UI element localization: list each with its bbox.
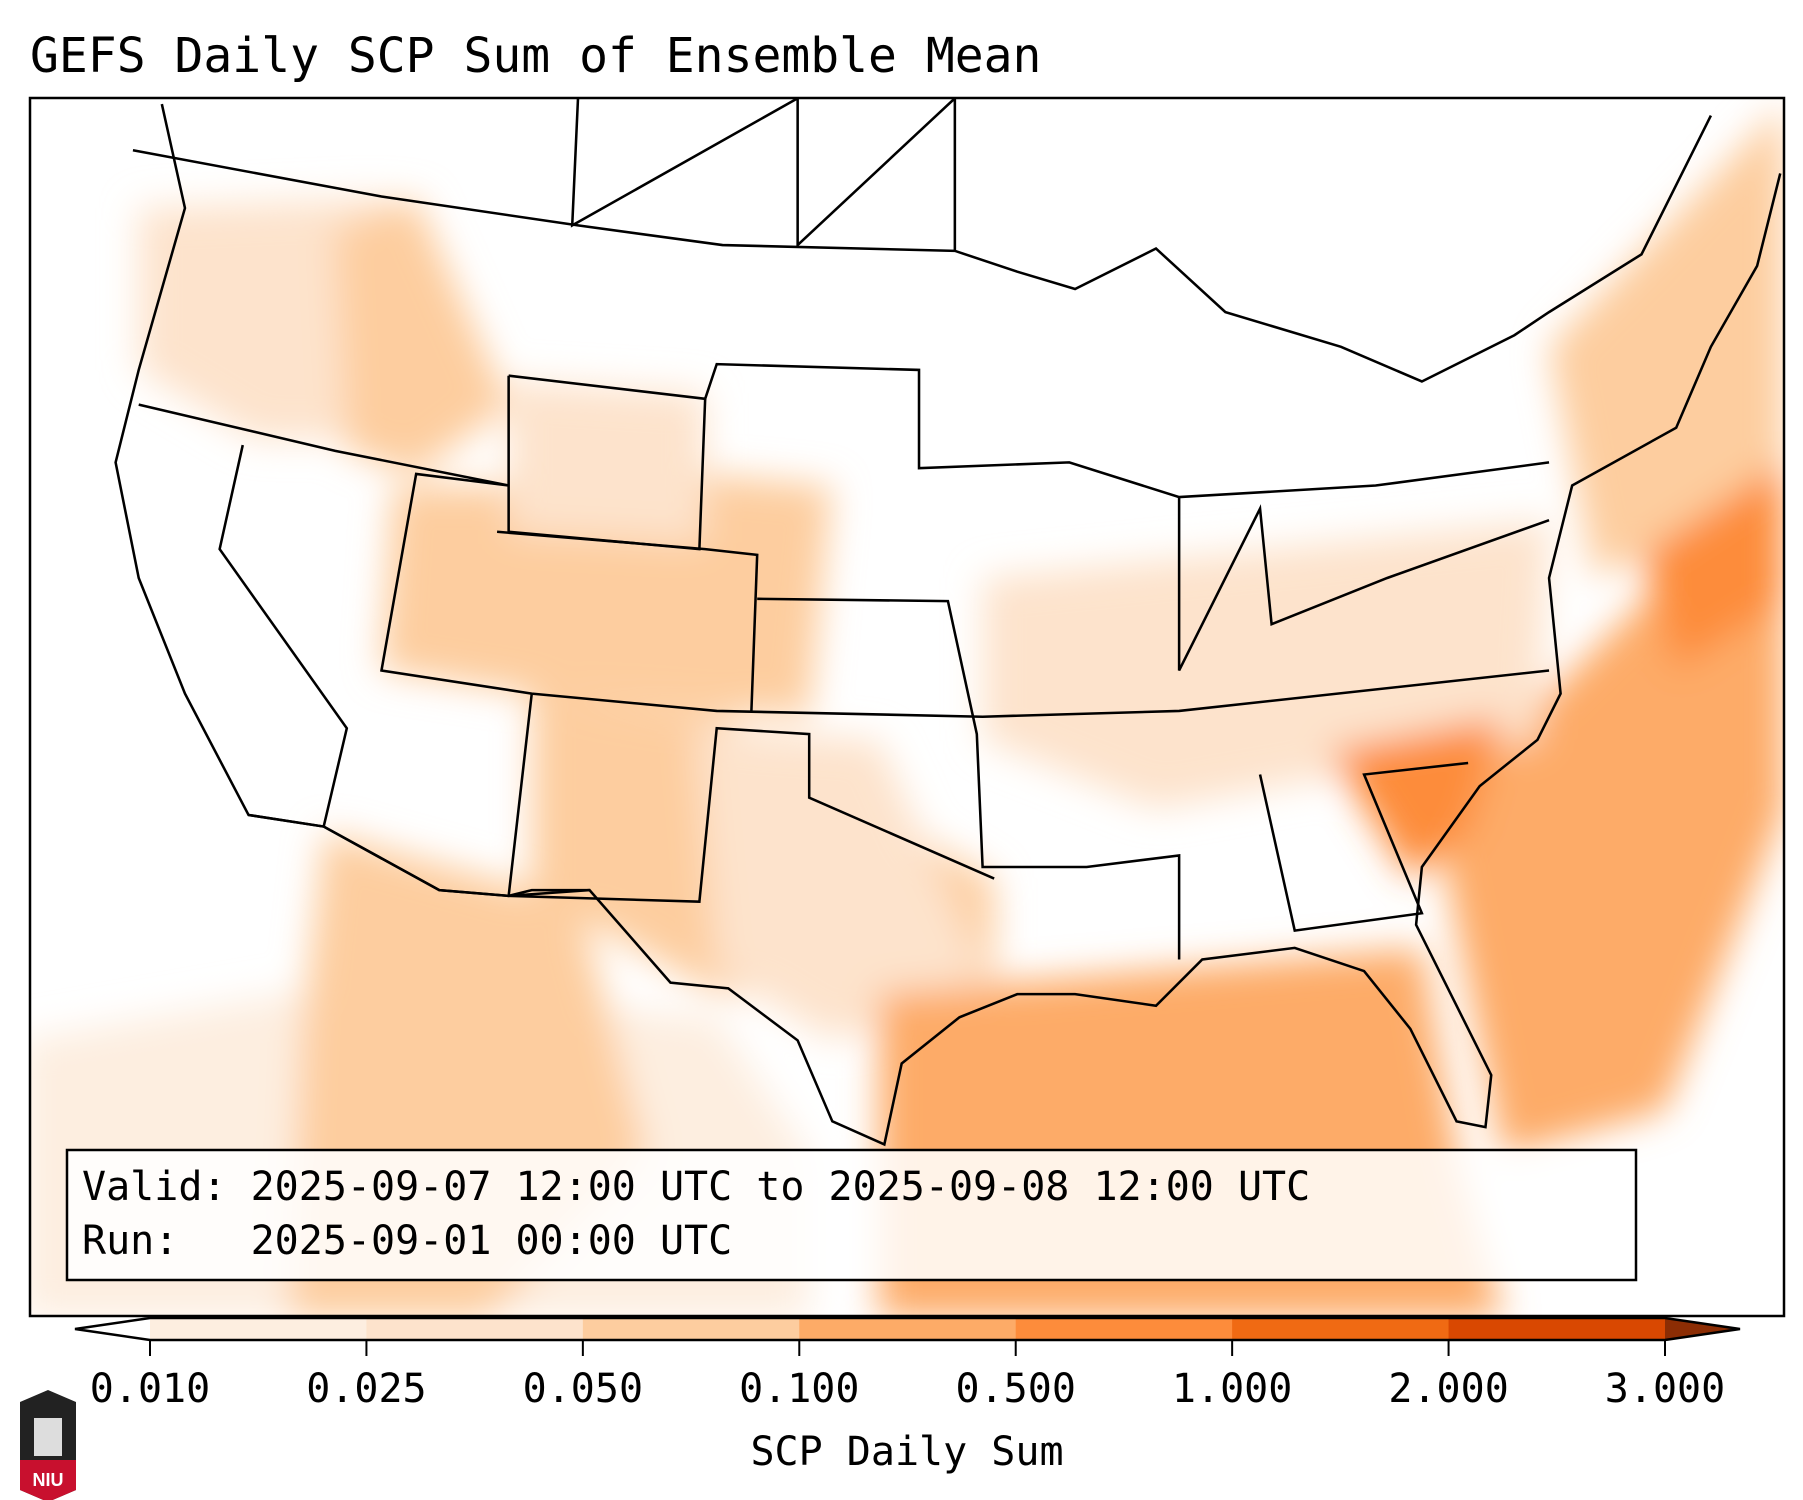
chart-title: GEFS Daily SCP Sum of Ensemble Mean (30, 28, 1041, 84)
colorbar-tick-label: 0.500 (956, 1366, 1076, 1412)
colorbar-segment (582, 1318, 800, 1340)
colorbar-tick-label: 0.050 (523, 1366, 643, 1412)
scp-region (335, 197, 509, 474)
colorbar-label: SCP Daily Sum (750, 1429, 1063, 1475)
run-time: Run: 2025-09-01 00:00 UTC (82, 1218, 732, 1264)
scp-region (381, 486, 751, 717)
scp-region (1329, 717, 1503, 879)
scp-region (1549, 104, 1784, 578)
colorbar-segment (1015, 1318, 1233, 1340)
state-lines (757, 597, 1181, 960)
scp-region (1642, 462, 1784, 670)
state-lines (507, 375, 707, 551)
scp-region (139, 197, 393, 439)
colorbar-segment (150, 1318, 367, 1340)
colorbar-extend-max (1665, 1318, 1740, 1340)
state-lines (1258, 761, 1469, 932)
canada-border (132, 115, 1713, 383)
valid-time: Valid: 2025-09-07 12:00 UTC to 2025-09-0… (82, 1164, 1310, 1210)
map-panel (30, 98, 1784, 1316)
state-lines (218, 444, 349, 827)
niu-logo: NIU (20, 1390, 76, 1500)
colorbar-tick-label: 1.000 (1172, 1366, 1292, 1412)
logo-text: NIU (33, 1470, 64, 1490)
state-lines (507, 693, 995, 903)
map-frame (28, 96, 1786, 1318)
colorbar-tick-label: 0.010 (90, 1366, 210, 1412)
colorbar-tick-label: 3.000 (1605, 1366, 1725, 1412)
scp-region (509, 381, 705, 543)
colorbar-segment (1448, 1318, 1666, 1340)
boundaries (114, 98, 1782, 1147)
scp-region (705, 474, 832, 717)
mexico-border (248, 813, 590, 898)
info-box: Valid: 2025-09-07 12:00 UTC to 2025-09-0… (65, 1148, 1638, 1282)
state-lines (570, 98, 957, 251)
state-lines (1177, 497, 1550, 672)
state-lines (138, 403, 1550, 718)
colorbar-segment (799, 1318, 1017, 1340)
colorbar-tick-label: 0.025 (306, 1366, 426, 1412)
colorbar-extend-min (75, 1318, 150, 1340)
colorbar-segment (1232, 1318, 1450, 1340)
state-lines (508, 362, 1550, 499)
colorbar: 0.010 0.025 0.050 0.100 0.500 1.000 2.000 3.000 (74, 1316, 1741, 1412)
colorbar-tick-label: 0.100 (739, 1366, 859, 1412)
scp-region (694, 728, 994, 1040)
colorbar-tick-label: 2.000 (1388, 1366, 1508, 1412)
colorbar-segment (366, 1318, 584, 1340)
